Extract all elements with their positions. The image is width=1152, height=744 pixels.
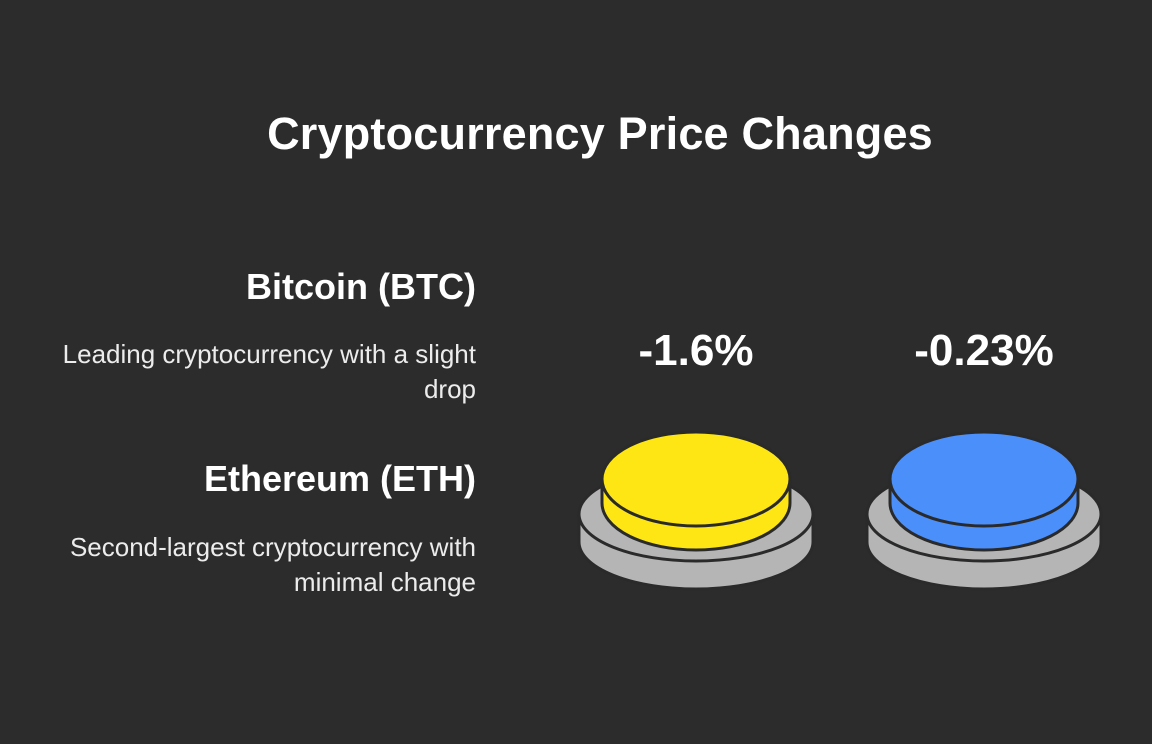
button-cap-top bbox=[888, 430, 1080, 528]
bitcoin-description: Leading cryptocurrency with a slight dro… bbox=[62, 339, 476, 404]
ethereum-description: Second-largest cryptocurrency with minim… bbox=[69, 532, 476, 597]
ethereum-button-icon bbox=[865, 430, 1103, 591]
ethereum-name: Ethereum (ETH) bbox=[203, 458, 476, 499]
diagram-title: Cryptocurrency Price Changes bbox=[267, 108, 933, 159]
bitcoin-name: Bitcoin (BTC) bbox=[246, 266, 476, 307]
bitcoin-change-value: -1.6% bbox=[638, 326, 754, 375]
button-cap-top bbox=[600, 430, 792, 528]
ethereum-change-value: -0.23% bbox=[914, 326, 1054, 375]
bitcoin-button-icon bbox=[577, 430, 815, 591]
